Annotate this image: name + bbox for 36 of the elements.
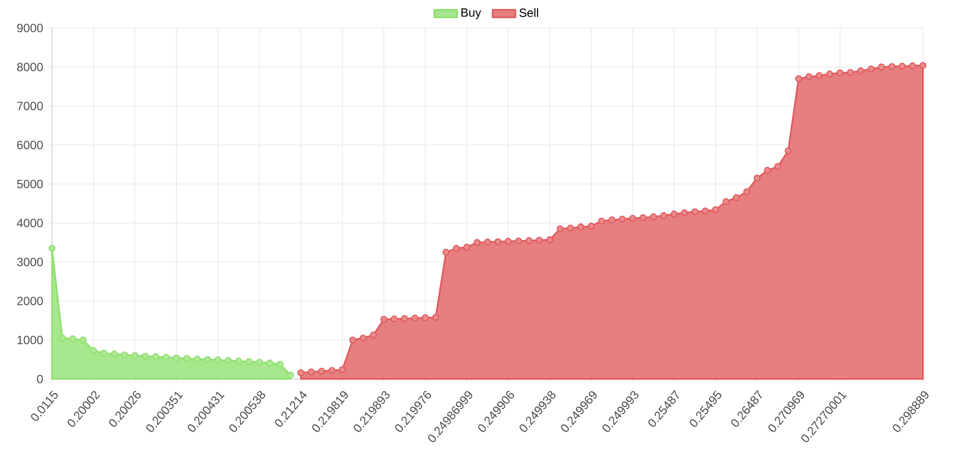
y-tick-label: 3000 — [17, 258, 43, 266]
y-tick-label: 1000 — [18, 336, 43, 344]
point — [224, 356, 232, 364]
point — [246, 358, 252, 366]
legend-label: Sell — [519, 8, 538, 18]
point — [183, 355, 190, 362]
point — [266, 360, 274, 366]
point — [256, 358, 263, 366]
point — [110, 350, 118, 358]
y-tick-label: 7000 — [17, 102, 43, 110]
point — [142, 352, 149, 360]
y-tick-label: 9000 — [17, 24, 43, 32]
point — [214, 356, 222, 364]
point — [204, 356, 212, 363]
point — [90, 347, 97, 354]
y-tick-label: 5000 — [17, 180, 43, 188]
y-tick-label: 0 — [37, 374, 43, 384]
point — [131, 352, 138, 360]
point — [121, 351, 128, 358]
point — [80, 336, 87, 344]
point — [69, 335, 76, 342]
point — [172, 354, 180, 362]
y-tick-label: 6000 — [17, 140, 43, 150]
point — [162, 354, 170, 361]
point — [194, 356, 201, 363]
point — [235, 358, 242, 365]
point — [58, 334, 66, 342]
legend-label: Buy — [461, 8, 482, 20]
point — [287, 372, 294, 379]
point — [152, 353, 160, 360]
y-tick-label: 8000 — [17, 62, 43, 72]
point — [276, 360, 284, 368]
point — [100, 350, 108, 357]
y-tick-label: 2000 — [17, 296, 43, 306]
point — [48, 244, 56, 252]
y-tick-label: 4000 — [16, 218, 43, 228]
